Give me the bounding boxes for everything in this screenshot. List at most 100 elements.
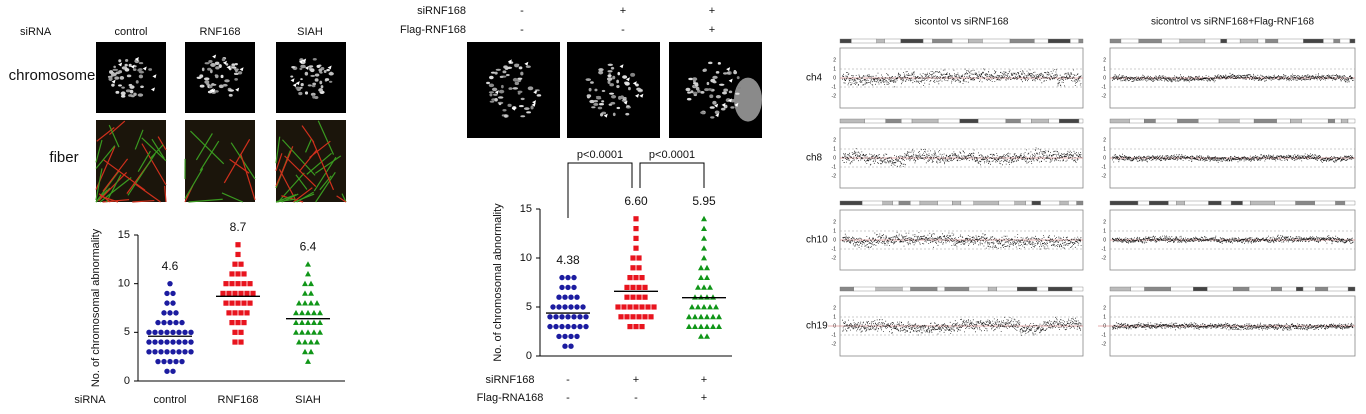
chromosome <box>128 84 132 87</box>
arrowhead <box>721 102 726 107</box>
fiber <box>275 153 283 172</box>
data-point <box>311 329 317 335</box>
arrowhead <box>130 64 135 69</box>
chromosome <box>693 93 698 97</box>
arrowhead <box>625 77 630 82</box>
chromosome <box>591 106 596 109</box>
data-point <box>562 333 568 340</box>
data-point <box>182 349 188 355</box>
chromosome <box>489 100 495 103</box>
chromosome <box>328 80 333 83</box>
fiber <box>304 138 313 153</box>
chromosome <box>199 84 205 88</box>
cytoband <box>885 118 902 124</box>
chromosome <box>196 76 202 79</box>
chromosome <box>505 73 510 77</box>
data-point <box>299 329 305 335</box>
data-point <box>176 349 182 355</box>
data-point <box>244 290 250 296</box>
cytoband <box>1048 118 1060 124</box>
data-point <box>627 304 633 310</box>
cytoband <box>1315 286 1329 292</box>
row-label: chromosome <box>9 67 96 84</box>
cytoband <box>1242 200 1251 206</box>
data-point <box>686 323 692 329</box>
cytoband <box>1109 200 1139 206</box>
fiber <box>102 158 129 192</box>
chromosome <box>618 95 622 100</box>
chromosome <box>530 105 534 110</box>
cytoband <box>1138 38 1162 44</box>
chromosome <box>309 68 315 73</box>
cytoband <box>1059 200 1069 206</box>
y-tick-label: 1 <box>833 146 836 152</box>
chromosome <box>715 95 721 99</box>
fiber <box>277 172 305 203</box>
chromosome <box>512 77 518 82</box>
chromosome <box>135 80 139 84</box>
y-tick-label: 2 <box>1103 137 1106 143</box>
data-point <box>188 339 194 345</box>
chromosome <box>314 78 319 82</box>
cytoband <box>932 38 953 44</box>
chromosome-label: ch19 <box>806 321 828 332</box>
chromosome <box>730 106 735 109</box>
data-point <box>701 304 707 310</box>
cytoband <box>1184 200 1209 206</box>
arrowhead <box>524 61 529 66</box>
data-point <box>648 314 654 320</box>
fiber <box>223 138 251 184</box>
chromosome <box>204 80 210 84</box>
chromosome <box>490 71 496 74</box>
row-header: siRNA <box>20 26 52 38</box>
cytoband <box>959 118 979 124</box>
cytoband <box>910 200 921 206</box>
data-point <box>308 339 314 345</box>
chromosome <box>694 83 699 87</box>
y-tick-label: 15 <box>520 203 532 215</box>
cytoband <box>1005 118 1021 124</box>
panel-title: sicontol vs siRNF168 <box>915 17 1009 28</box>
chromosome <box>324 78 330 81</box>
data-point <box>167 319 173 326</box>
arrowhead <box>511 106 516 111</box>
fiber <box>275 149 293 187</box>
chromosome <box>508 87 513 90</box>
cytoband <box>1314 200 1336 206</box>
data-point <box>238 261 244 267</box>
micrograph <box>185 42 255 113</box>
cytoband <box>973 200 1000 206</box>
fiber <box>199 140 220 172</box>
data-point <box>188 349 194 355</box>
chromosome-label: ch10 <box>806 235 828 246</box>
cytoband <box>1276 118 1291 124</box>
chromosome <box>622 75 628 79</box>
chromosome <box>497 96 504 99</box>
data-point <box>630 284 636 290</box>
row-label: fiber <box>49 149 78 166</box>
chromosome <box>625 112 630 116</box>
cytoband <box>1271 286 1282 292</box>
fiber <box>164 185 167 203</box>
chromosome <box>715 71 720 74</box>
y-tick-label: 0 <box>124 375 130 387</box>
chromosome <box>708 61 713 65</box>
chromosome <box>718 83 725 86</box>
chromosome <box>630 72 636 77</box>
arrowhead <box>134 57 139 62</box>
data-point <box>308 300 314 306</box>
cytoband <box>919 200 938 206</box>
chromosome <box>140 85 144 89</box>
chromosome <box>595 95 602 98</box>
chromosome <box>512 87 519 90</box>
chromosome <box>207 90 213 94</box>
y-tick-label: 2 <box>833 57 836 63</box>
data-point <box>707 304 713 310</box>
data-point <box>695 284 701 290</box>
chromosome <box>735 92 740 95</box>
chromosome <box>128 63 132 67</box>
chromosome <box>504 114 508 118</box>
cytoband <box>839 200 863 206</box>
chromosome <box>206 83 210 86</box>
chromosome <box>129 89 134 94</box>
